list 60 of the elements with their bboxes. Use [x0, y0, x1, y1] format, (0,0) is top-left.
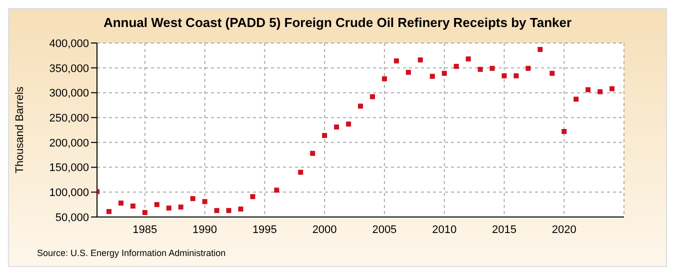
point	[610, 86, 615, 92]
x-tick-label: 2010	[432, 224, 457, 236]
y-tick-label: 400,000	[49, 38, 89, 50]
y-tick-label: 250,000	[49, 112, 89, 124]
point	[250, 194, 256, 200]
x-tick-label: 2020	[552, 224, 576, 236]
x-tick-label: 1990	[192, 224, 218, 236]
x-tick-label: 2015	[492, 224, 516, 236]
x-tick-label: 2005	[372, 224, 397, 236]
point	[202, 199, 208, 204]
point	[166, 206, 172, 211]
point	[370, 94, 375, 100]
point	[238, 206, 244, 212]
point	[430, 74, 435, 79]
point	[562, 128, 567, 134]
point	[550, 70, 555, 76]
y-tick-label: 300,000	[49, 88, 89, 100]
point	[298, 170, 304, 175]
point	[490, 66, 495, 71]
y-tick-label: 350,000	[49, 62, 89, 75]
point	[574, 96, 579, 102]
point	[346, 122, 352, 127]
y-tick-label: 200,000	[49, 137, 89, 150]
point	[418, 57, 423, 62]
x-tick-label: 2000	[312, 224, 337, 236]
point	[226, 208, 232, 214]
point	[526, 66, 531, 71]
point	[118, 200, 124, 206]
y-tick-label: 150,000	[49, 162, 89, 174]
y-tick-label: 50,000	[55, 212, 89, 224]
point	[466, 56, 471, 62]
point	[190, 196, 196, 202]
point	[478, 66, 483, 72]
point	[538, 46, 543, 52]
point	[178, 204, 184, 210]
point	[406, 70, 411, 75]
y-axis-title: Thousand Barrels	[14, 86, 26, 174]
x-tick-label: 1985	[132, 224, 158, 236]
point	[274, 188, 280, 193]
point	[310, 150, 316, 156]
chart-title: Annual West Coast (PADD 5) Foreign Crude Oil Refinery Receipts by Tanker	[102, 14, 573, 32]
point	[454, 64, 459, 69]
point	[598, 89, 603, 94]
point	[514, 73, 519, 78]
y-tick-label: 100,000	[49, 187, 89, 200]
point	[442, 70, 447, 76]
point	[334, 124, 340, 130]
point	[382, 76, 387, 82]
point	[322, 132, 328, 138]
point	[586, 87, 591, 92]
point	[502, 73, 507, 78]
point	[130, 204, 136, 209]
point	[358, 104, 363, 109]
x-tick-label: 1995	[252, 224, 277, 236]
point	[106, 209, 112, 214]
point	[214, 208, 220, 214]
point	[394, 58, 399, 64]
point	[142, 210, 148, 216]
source-note: Source: U.S. Energy Information Administration	[37, 248, 226, 258]
point	[154, 202, 160, 208]
